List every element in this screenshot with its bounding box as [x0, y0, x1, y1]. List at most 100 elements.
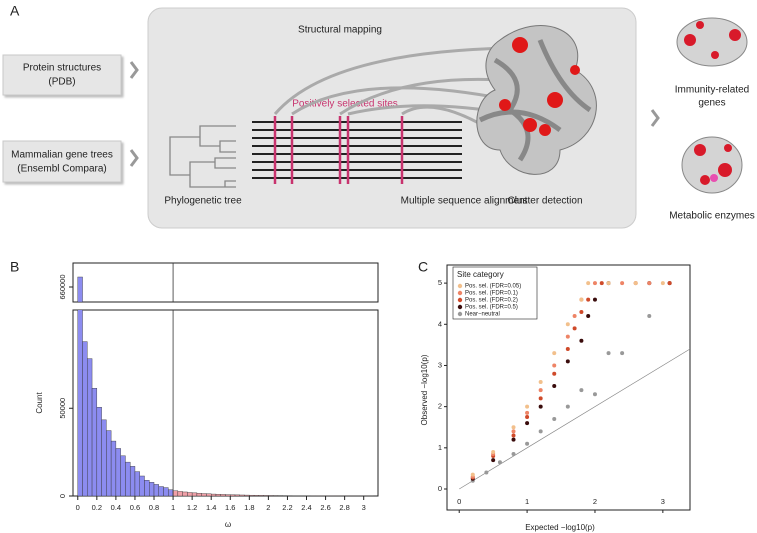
alignment-rows	[252, 121, 462, 179]
input-text: Mammalian gene trees	[11, 150, 113, 161]
point	[592, 392, 597, 397]
point	[525, 410, 530, 415]
point	[579, 338, 584, 343]
point	[620, 281, 625, 286]
x-tick-label: 0	[457, 497, 461, 506]
bar	[196, 492, 202, 496]
step-label: Cluster detection	[507, 196, 582, 207]
input-box	[2, 140, 122, 183]
point	[647, 314, 652, 319]
point	[538, 404, 543, 409]
legend-swatch	[457, 304, 463, 310]
point	[491, 458, 496, 463]
bar	[268, 495, 274, 496]
point	[572, 326, 577, 331]
bar	[191, 492, 198, 496]
point	[633, 281, 638, 286]
panel-label: B	[10, 259, 19, 275]
point	[470, 472, 475, 477]
y-axis-label: Count	[35, 392, 44, 414]
panel-label: A	[10, 3, 20, 19]
x-tick-label: 3	[362, 503, 366, 512]
selected-site	[273, 116, 404, 184]
bar	[225, 494, 231, 496]
point	[579, 388, 584, 393]
point	[497, 460, 502, 465]
y-tick-label: 3	[438, 360, 442, 369]
point	[538, 429, 543, 434]
bar	[172, 490, 179, 496]
point	[660, 281, 665, 286]
y-tick-label: 4	[438, 319, 442, 328]
point	[525, 421, 530, 426]
axes-frame	[446, 264, 691, 511]
bar	[153, 484, 159, 496]
bar	[129, 466, 136, 496]
x-axis-label: Expected −log10(p)	[525, 523, 595, 532]
input-text: (PDB)	[48, 77, 75, 88]
step-label: Phylogenetic tree	[164, 196, 242, 207]
bar	[77, 276, 83, 302]
bar	[106, 430, 112, 496]
bar	[168, 489, 174, 496]
point	[586, 314, 591, 319]
step-label: Structural mapping	[298, 25, 382, 36]
point	[620, 351, 625, 356]
point	[491, 449, 496, 454]
bar	[258, 495, 264, 496]
panel-label: C	[418, 259, 428, 275]
point	[565, 404, 570, 409]
point	[552, 371, 557, 376]
point	[552, 351, 557, 356]
bar	[134, 471, 140, 496]
point	[572, 314, 577, 319]
bar	[215, 494, 221, 496]
legend-swatch	[457, 297, 463, 303]
bar	[101, 419, 107, 496]
chevron	[129, 61, 660, 167]
legend-box	[452, 266, 538, 320]
bar	[211, 493, 217, 496]
bar	[253, 495, 260, 496]
bar	[234, 494, 240, 496]
x-tick-label: 1.2	[187, 503, 197, 512]
x-tick-label: 2.2	[282, 503, 292, 512]
x-tick-label: 1.6	[225, 503, 235, 512]
point	[599, 281, 604, 286]
output-label: Immunity-related	[675, 85, 749, 96]
x-tick-label: 1	[171, 503, 175, 512]
bar	[220, 494, 226, 496]
legend-label: Pos. sel. (FDR=0.1)	[465, 291, 518, 297]
bar	[206, 493, 212, 496]
output-label: Metabolic enzymes	[669, 211, 755, 222]
point	[565, 359, 570, 364]
axes-frame	[72, 262, 379, 303]
legend-swatch	[457, 311, 463, 317]
x-tick-label: 1.8	[244, 503, 254, 512]
bar	[149, 482, 155, 496]
point	[538, 396, 543, 401]
bar	[244, 494, 250, 496]
x-tick-label: 1.4	[206, 503, 216, 512]
bar	[239, 494, 245, 496]
y-tick-label: 0	[438, 484, 442, 493]
y-tick-label: 50000	[58, 398, 67, 419]
bar	[263, 495, 269, 496]
x-tick-label: 2.8	[339, 503, 349, 512]
bar	[77, 310, 83, 496]
point	[511, 433, 516, 438]
point	[511, 452, 516, 456]
bar	[96, 407, 102, 496]
input-box	[2, 54, 122, 96]
point	[538, 388, 543, 393]
x-axis-label: ω	[225, 520, 231, 529]
legend-label: Near−neutral	[465, 312, 500, 318]
point	[606, 351, 611, 356]
point	[667, 281, 672, 286]
bar	[125, 461, 131, 496]
bar	[182, 491, 188, 496]
point	[511, 437, 516, 442]
y-tick-label: 660000	[58, 274, 67, 299]
